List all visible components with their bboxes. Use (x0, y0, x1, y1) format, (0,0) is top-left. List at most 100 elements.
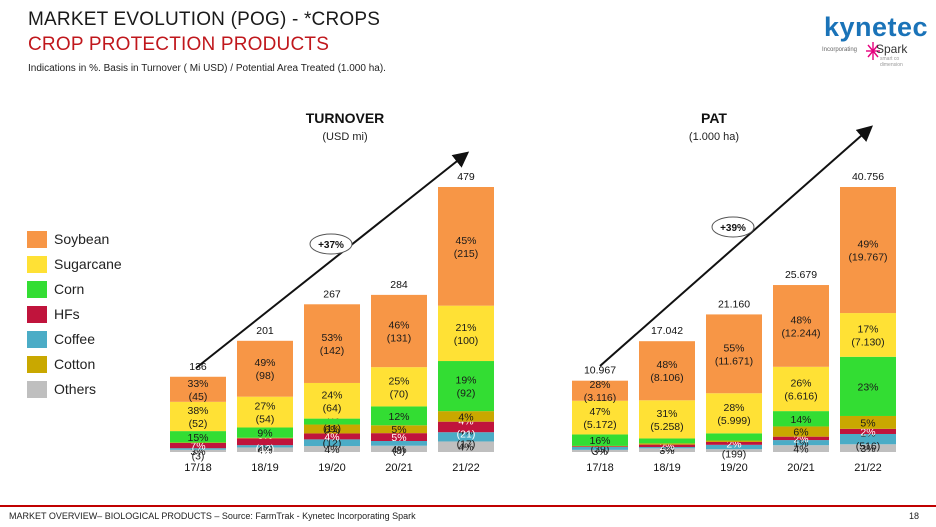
page-number: 18 (908, 511, 919, 521)
bar-segment-sugarcane (304, 382, 360, 419)
bar-segment-corn (706, 433, 762, 441)
bar-segment-hfs (639, 444, 695, 448)
bar-segment-hfs (572, 446, 628, 447)
bar-segment-corn (438, 361, 494, 412)
segment-label: 15% (187, 432, 208, 444)
segment-label: 6% (793, 427, 808, 439)
kynetec-logo: kynetec Incorporating Spark smart co dim… (820, 12, 928, 68)
bar-segment-corn (840, 356, 896, 416)
legend-label: Cotton (54, 356, 96, 372)
segment-label: 4% (324, 444, 339, 456)
growth-arrow (599, 125, 874, 367)
bar-segment-coffee (840, 433, 896, 445)
bar-segment-others (170, 449, 226, 452)
segment-label: 47% (5.172) (583, 406, 616, 431)
growth-bubble (309, 233, 353, 255)
bar-segment-coffee (438, 432, 494, 442)
bar-segment-cotton (371, 425, 427, 434)
footer-source: MARKET OVERVIEW– BIOLOGICAL PRODUCTS – S… (9, 511, 416, 521)
bar-segment-hfs (237, 438, 293, 446)
bar-total-label: 136 (189, 361, 207, 373)
bar-segment-soybean (304, 304, 360, 383)
bar-segment-hfs (371, 433, 427, 442)
bar-segment-hfs (438, 421, 494, 433)
bar-segment-others (371, 445, 427, 452)
segment-label: 31% (5.258) (650, 408, 683, 433)
page-title: MARKET EVOLUTION (POG) - *CROPS (28, 9, 381, 30)
legend-swatch (27, 281, 47, 298)
bar-total-label: 17.042 (651, 325, 683, 337)
segment-label: 21% (100) (454, 322, 479, 347)
bar-segment-hfs (773, 436, 829, 441)
segment-label: 4% (458, 442, 473, 454)
segment-label: 23% (857, 381, 878, 393)
segment-label: 49% (98) (254, 357, 275, 382)
category-tick-label: 19/20 (318, 462, 346, 474)
bar-segment-soybean (572, 380, 628, 401)
segment-label: 9% (257, 428, 272, 440)
bar-total-label: 201 (256, 325, 274, 337)
bar-segment-soybean (438, 187, 494, 306)
category-tick-label: 17/18 (586, 462, 614, 474)
legend-swatch (27, 231, 47, 248)
legend-swatch (27, 356, 47, 373)
chart-turnover: TURNOVER(USD mi)+37%3%2%(3)7%15%38%(52)3… (170, 110, 494, 474)
bar-segment-corn (572, 434, 628, 446)
segment-label: 1% (793, 438, 808, 450)
bar-segment-soybean (639, 341, 695, 401)
bar-segment-hfs (706, 441, 762, 445)
chart-subtitle: (1.000 ha) (689, 131, 739, 143)
bar-segment-cotton (304, 424, 360, 434)
bar-segment-corn (170, 431, 226, 443)
bar-segment-corn (237, 427, 293, 438)
segment-label: 2% (860, 426, 875, 438)
bar-segment-sugarcane (773, 366, 829, 412)
category-tick-label: 18/19 (653, 462, 681, 474)
bar-segment-coffee (639, 447, 695, 449)
segment-label: 17% (7.130) (851, 323, 884, 348)
segment-label: 49% (19.767) (848, 239, 887, 264)
bar-segment-sugarcane (371, 367, 427, 407)
segment-label: 4% (458, 411, 473, 423)
growth-label: +39% (720, 223, 746, 234)
bar-segment-sugarcane (170, 401, 226, 432)
segment-label: 26% (6.616) (784, 377, 817, 402)
legend-label: Others (54, 381, 97, 397)
bar-segment-others (304, 446, 360, 452)
chart-pat: PAT(1.000 ha)+39%3%(39)16%47% (5.172)28%(… (572, 110, 896, 474)
growth-label: +37% (318, 240, 344, 251)
category-tick-label: 17/18 (184, 462, 212, 474)
logo-incorporating: Incorporating (822, 47, 858, 53)
segment-label: 46% (131) (387, 320, 412, 345)
growth-bubble (711, 216, 755, 238)
charts-canvas: TURNOVER(USD mi)+37%3%2%(3)7%15%38%(52)3… (170, 110, 896, 474)
segment-label: 48% (12.244) (781, 314, 820, 339)
bar-total-label: 21.160 (718, 298, 750, 310)
segment-label: 24% (64) (321, 389, 342, 414)
spark-star-icon (866, 42, 880, 60)
legend-label: Coffee (54, 331, 95, 347)
logo-tagline: smart co dimension (880, 56, 903, 68)
segment-label: (12) (323, 438, 342, 450)
segment-label: 27% (54) (254, 401, 275, 426)
segment-label: 28% (3.116) (584, 379, 617, 404)
chart-title: TURNOVER (306, 110, 385, 126)
bar-segment-sugarcane (706, 393, 762, 434)
segment-label: 53% (142) (320, 332, 345, 357)
chart-subtitle: (USD mi) (322, 131, 367, 143)
bar-total-label: 40.756 (852, 171, 884, 183)
segment-label: 16% (589, 435, 610, 447)
segment-label: 25% (70) (388, 375, 409, 400)
segment-label: 5% (391, 432, 406, 444)
bar-segment-coffee (572, 446, 628, 450)
legend-swatch (27, 306, 47, 323)
bar-segment-sugarcane (572, 400, 628, 435)
footer-rule (0, 505, 936, 507)
segment-label: 28% (5.999) (717, 402, 750, 427)
bar-segment-soybean (371, 294, 427, 368)
bar-segment-hfs (170, 442, 226, 449)
logo-spark: Spark (876, 42, 908, 56)
bar-segment-hfs (840, 428, 896, 434)
bar-segment-others (840, 444, 896, 452)
bar-segment-soybean (706, 314, 762, 394)
